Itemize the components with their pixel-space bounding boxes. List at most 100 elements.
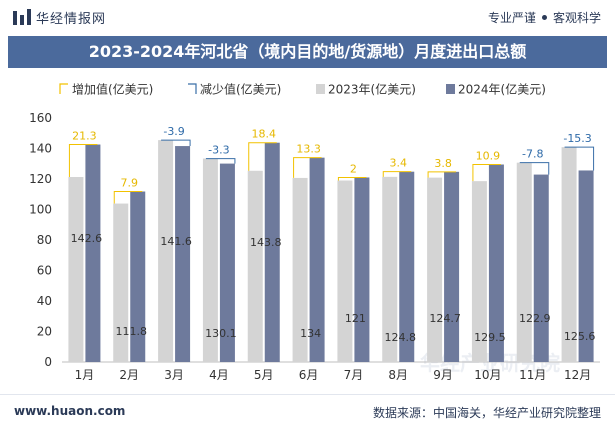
chart-area: 华经产业研究院 增加值(亿美元) 减少值(亿美元) 2023年(亿美元) 2024年(亿… (0, 70, 615, 394)
dot-separator (541, 15, 547, 20)
value-label-2024: 111.8 (116, 325, 148, 338)
bar-2023 (471, 181, 487, 362)
y-tick-label: 80 (37, 233, 52, 247)
bar-2024 (85, 144, 101, 362)
chart-title: 2023-2024年河北省（境内目的地/货源地）月度进出口总额 (88, 42, 527, 61)
increase-bracket (382, 171, 412, 177)
decrease-bracket (161, 139, 191, 147)
increase-bracket (472, 164, 501, 182)
site-url: www.huaon.com (14, 404, 126, 418)
change-label: 13.3 (296, 143, 321, 156)
change-label: -15.3 (563, 132, 591, 145)
bar-2024 (264, 142, 280, 362)
bar-2023 (337, 180, 353, 362)
brand-name: 华经情报网 (36, 12, 107, 27)
legend-swatch-decrease (188, 83, 197, 94)
value-label-2024: 129.5 (474, 331, 506, 344)
bar-logo-icon (13, 9, 31, 25)
x-tick-label: 2月 (119, 368, 139, 382)
bar-2023 (158, 140, 174, 362)
bar-2024 (533, 174, 549, 362)
change-label: 18.4 (252, 128, 277, 141)
value-label-2024: 122.9 (519, 312, 551, 325)
x-tick-label: 9月 (433, 368, 453, 382)
change-label: -3.9 (163, 125, 184, 138)
value-label-2024: 130.1 (205, 327, 237, 340)
legend-label: 增加值(亿美元) (72, 82, 153, 97)
tagline: 专业严谨 客观科学 (488, 9, 601, 26)
decrease-bracket (519, 162, 550, 175)
footer: www.huaon.com 数据来源：中国海关，华经产业研究院整理 (0, 394, 615, 428)
value-label-2024: 125.6 (564, 330, 596, 343)
legend-label: 2023年(亿美元) (328, 82, 416, 97)
tagline-left: 专业严谨 (487, 11, 536, 25)
y-tick-label: 20 (37, 325, 52, 339)
value-label-2024: 134 (300, 327, 321, 340)
bar-2023 (113, 203, 129, 362)
change-label: -3.3 (208, 144, 229, 157)
bar-2023 (292, 177, 308, 362)
y-tick-label: 60 (37, 264, 52, 278)
change-label: 21.3 (72, 130, 97, 143)
x-tick-label: 12月 (564, 368, 591, 382)
bar-2024 (399, 171, 415, 362)
bar-2024 (354, 177, 370, 362)
increase-bracket (248, 142, 277, 171)
bar-2023 (247, 170, 263, 362)
bar-2024 (444, 171, 460, 362)
change-label: 10.9 (476, 150, 501, 163)
legend-label: 减少值(亿美元) (200, 82, 281, 97)
value-label-2024: 141.6 (160, 235, 192, 248)
x-tick-label: 4月 (209, 368, 229, 382)
bar-2024 (130, 191, 146, 362)
x-tick-label: 5月 (254, 368, 274, 382)
increase-bracket (427, 171, 457, 178)
legend-swatch-2023 (316, 84, 325, 94)
increase-bracket (337, 176, 367, 181)
change-label: 3.4 (390, 157, 408, 170)
x-tick-label: 11月 (519, 368, 546, 382)
change-label: 7.9 (121, 177, 139, 190)
y-tick-label: 40 (37, 294, 52, 308)
x-tick-label: 1月 (75, 368, 95, 382)
value-label-2024: 121 (345, 312, 366, 325)
change-label: 2 (350, 162, 357, 175)
decrease-bracket (205, 158, 236, 164)
data-source: 数据来源：中国海关，华经产业研究院整理 (372, 406, 601, 420)
bar-2023 (561, 147, 577, 362)
x-tick-label: 10月 (474, 368, 501, 382)
y-tick-label: 120 (29, 172, 52, 186)
x-tick-label: 8月 (388, 368, 408, 382)
value-label-2024: 143.8 (250, 236, 282, 249)
bar-2024 (309, 157, 325, 362)
tagline-right: 客观科学 (552, 11, 601, 25)
bar-2023 (427, 177, 443, 362)
change-label: -7.8 (522, 148, 543, 161)
increase-bracket (293, 157, 322, 178)
legend-swatch-increase (59, 83, 68, 94)
bar-2024 (175, 146, 191, 362)
legend-label: 2024年(亿美元) (458, 82, 546, 97)
value-label-2024: 124.7 (429, 312, 461, 325)
change-label: 3.8 (434, 157, 452, 170)
title-band: 2023-2024年河北省（境内目的地/货源地）月度进出口总额 (8, 36, 607, 68)
bar-2023 (202, 158, 218, 362)
y-tick-label: 160 (29, 111, 52, 125)
y-tick-label: 0 (44, 355, 52, 369)
bar-2024 (578, 170, 594, 362)
value-label-2024: 142.6 (71, 232, 103, 245)
y-tick-label: 140 (29, 142, 52, 156)
bar-2023 (382, 176, 398, 362)
bar-2023 (68, 177, 84, 362)
y-tick-label: 100 (29, 203, 52, 217)
decrease-bracket (564, 146, 595, 171)
x-tick-label: 7月 (344, 368, 364, 382)
bar-2024 (488, 164, 504, 362)
bar-2023 (516, 162, 532, 362)
value-label-2024: 124.8 (385, 331, 417, 344)
increase-bracket (68, 144, 98, 178)
x-tick-label: 6月 (299, 368, 319, 382)
bar-2024 (219, 163, 235, 362)
legend-swatch-2024 (446, 84, 455, 94)
